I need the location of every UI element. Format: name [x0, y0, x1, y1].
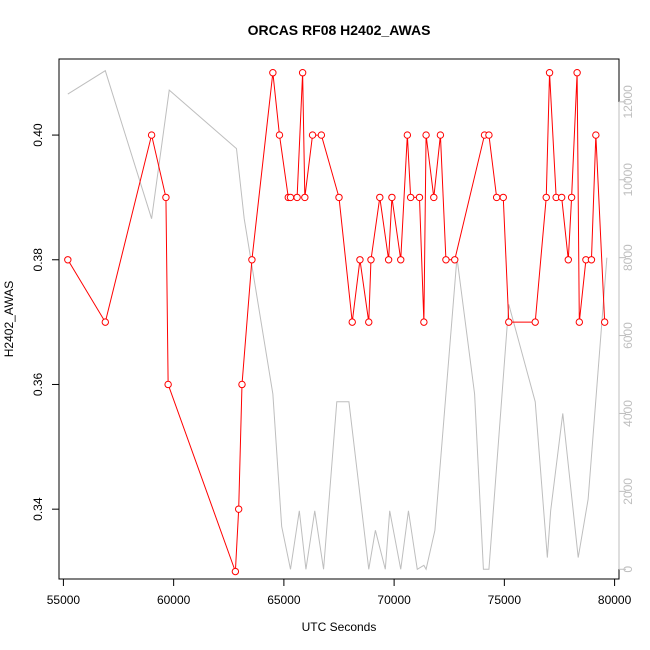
data-point — [423, 132, 429, 138]
data-point — [404, 132, 410, 138]
data-point — [565, 257, 571, 263]
y-tick-label: 0.36 — [31, 372, 45, 396]
data-point — [532, 319, 538, 325]
x-tick-label: 80000 — [598, 593, 632, 607]
data-point — [318, 132, 324, 138]
data-point — [102, 319, 108, 325]
data-point — [407, 194, 413, 200]
data-point — [65, 257, 71, 263]
data-point — [302, 194, 308, 200]
data-point — [249, 257, 255, 263]
y-axis-left: 0.34 0.36 0.38 0.40 — [31, 123, 59, 521]
x-tick-label: 75000 — [488, 593, 522, 607]
chart-title: ORCAS RF08 H2402_AWAS — [248, 22, 431, 38]
data-point — [235, 506, 241, 512]
data-point — [486, 132, 492, 138]
x-tick-label: 65000 — [267, 593, 301, 607]
x-axis-label: UTC Seconds — [302, 620, 377, 634]
data-point — [398, 257, 404, 263]
y2-tick-label: 6000 — [621, 322, 635, 349]
data-point — [309, 132, 315, 138]
data-point — [593, 132, 599, 138]
data-point — [431, 194, 437, 200]
data-point — [568, 194, 574, 200]
data-point — [357, 257, 363, 263]
y2-tick-label: 8000 — [621, 244, 635, 271]
data-point — [385, 257, 391, 263]
data-point — [558, 194, 564, 200]
y2-tick-label: 0 — [621, 566, 635, 573]
data-point — [287, 194, 293, 200]
data-point — [574, 70, 580, 76]
y2-tick-label: 2000 — [621, 478, 635, 505]
data-point — [500, 194, 506, 200]
y-axis-right: 0 2000 4000 6000 8000 10000 12000 — [619, 85, 635, 573]
x-tick-label: 55000 — [47, 593, 81, 607]
x-tick-label: 60000 — [157, 593, 191, 607]
y-tick-label: 0.40 — [31, 123, 45, 147]
data-point — [366, 319, 372, 325]
y2-tick-label: 4000 — [621, 400, 635, 427]
data-point — [601, 319, 607, 325]
data-point — [493, 194, 499, 200]
data-point — [443, 257, 449, 263]
series-line-primary — [68, 73, 605, 572]
series-layer — [65, 70, 608, 575]
data-point — [506, 319, 512, 325]
data-point — [232, 568, 238, 574]
data-point — [165, 381, 171, 387]
y-tick-label: 0.38 — [31, 248, 45, 272]
data-point — [349, 319, 355, 325]
data-point — [416, 194, 422, 200]
data-point — [543, 194, 549, 200]
data-point — [270, 70, 276, 76]
y2-tick-label: 12000 — [621, 85, 635, 119]
data-point — [148, 132, 154, 138]
y-axis-label: H2402_AWAS — [2, 281, 16, 357]
data-point — [377, 194, 383, 200]
y2-tick-label: 10000 — [621, 163, 635, 197]
data-point — [452, 257, 458, 263]
data-point — [294, 194, 300, 200]
data-point — [368, 257, 374, 263]
data-point — [389, 194, 395, 200]
x-tick-label: 70000 — [377, 593, 411, 607]
data-point — [299, 70, 305, 76]
data-point — [276, 132, 282, 138]
data-point — [437, 132, 443, 138]
data-point — [546, 70, 552, 76]
data-point — [576, 319, 582, 325]
y-tick-label: 0.34 — [31, 497, 45, 521]
data-point — [588, 257, 594, 263]
x-axis: 55000 60000 65000 70000 75000 80000 — [47, 579, 632, 607]
data-point — [239, 381, 245, 387]
data-point — [336, 194, 342, 200]
data-point — [421, 319, 427, 325]
data-point — [163, 194, 169, 200]
